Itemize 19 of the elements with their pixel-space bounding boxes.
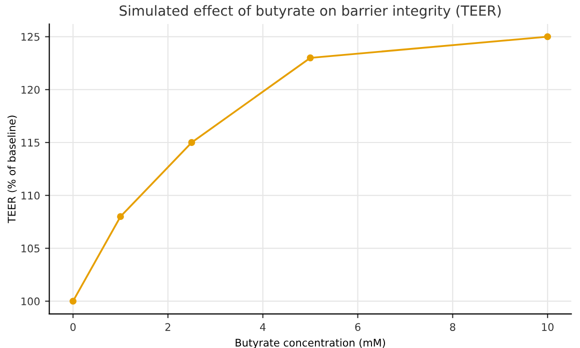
y-tick-label: 120 [22,86,40,94]
y-tick-label: 125 [22,32,40,41]
x-tick-label: 4 [260,323,266,331]
y-tick-label: 110 [22,192,40,200]
y-tick-label: 105 [22,244,40,252]
chart-title: Simulated effect of butyrate on barrier integrity (TEER) [120,5,501,19]
point [70,298,76,305]
point [117,213,124,220]
y-tick-label: 115 [22,138,40,147]
point [306,54,314,62]
x-tick-label: 0 [70,323,76,331]
x-tick-label: 8 [450,323,456,331]
point [188,139,196,146]
y-tick-label: 100 [22,297,40,306]
point [544,33,552,40]
y-axis-title: TEER (% of baseline) [8,116,17,224]
x-tick-label: 6 [355,323,360,331]
x-tick-label: 2 [165,323,170,331]
x-tick-label: 10 [542,323,554,331]
